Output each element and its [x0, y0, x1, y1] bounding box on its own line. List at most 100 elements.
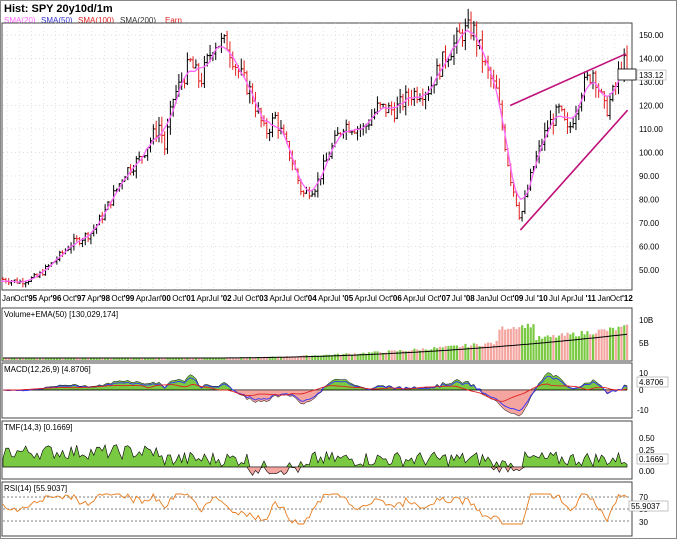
time-tick-label: Apr: [269, 294, 282, 303]
volume-bar: [197, 358, 200, 360]
volume-bar: [487, 342, 490, 360]
price-tick-label: 60.00: [639, 243, 660, 252]
volume-bar: [484, 343, 487, 360]
volume-bar: [407, 350, 410, 360]
volume-bar: [4, 358, 8, 360]
volume-bar: [563, 335, 566, 360]
time-tick-label: Jul: [415, 294, 425, 303]
time-tick-label: Oct: [245, 294, 258, 303]
volume-bar: [365, 353, 368, 360]
volume-bar: [543, 336, 546, 360]
trendline: [509, 53, 627, 107]
volume-bar: [626, 324, 629, 360]
volume-bar: [7, 358, 10, 360]
rsi-tick-70: 70: [639, 493, 648, 502]
volume-bar: [450, 345, 453, 360]
volume-bar: [16, 358, 19, 360]
price-axis: 150.00 140.00 130.00 120.00 110.00 100.00 90.0…: [639, 31, 664, 275]
volume-bar: [288, 356, 291, 360]
volume-bar: [526, 323, 529, 360]
volume-bar: [424, 349, 427, 360]
volume-bar: [305, 355, 308, 360]
legend-sma100: SMA(100): [78, 16, 114, 25]
volume-bar: [444, 345, 447, 360]
volume-bar: [257, 357, 260, 360]
volume-bar: [36, 358, 39, 360]
volume-bar: [331, 355, 334, 360]
volume-bar: [61, 358, 64, 360]
price-tick-label: 150.00: [639, 31, 664, 40]
volume-bar: [209, 357, 212, 360]
rsi-panel-label: RSI(14) [55.9037]: [4, 484, 67, 493]
volume-bar: [577, 336, 581, 360]
volume-bar: [589, 334, 592, 360]
volume-bar: [384, 352, 388, 360]
volume-bar: [319, 355, 322, 360]
volume-bar: [342, 353, 345, 360]
rsi-tick-30: 30: [639, 518, 648, 527]
volume-bar: [421, 348, 425, 360]
volume-bar: [441, 347, 444, 360]
volume-bar: [58, 358, 61, 360]
volume-bar: [367, 352, 371, 360]
volume-bar: [509, 328, 512, 360]
volume-bar: [481, 346, 484, 360]
volume-bar: [401, 350, 405, 360]
time-tick-label: '04: [306, 294, 317, 303]
price-tick-label: 100.00: [639, 149, 664, 158]
volume-bar: [609, 327, 612, 360]
price-tick-label: 130.00: [639, 78, 664, 87]
macd-panel: MACD(12,26,9) [4.8706] 10 0 -10 4.8706: [1, 362, 669, 419]
volume-bar: [33, 358, 36, 360]
time-tick-label: Oct: [63, 294, 76, 303]
price-tick-label: 50.00: [639, 266, 660, 275]
volume-bar: [489, 342, 493, 360]
time-tick-label: Apr: [561, 294, 574, 303]
volume-bar: [574, 336, 578, 360]
legend-sma50: SMA(50): [41, 16, 73, 25]
volume-bar: [38, 358, 42, 360]
time-tick-label: Jul: [330, 294, 340, 303]
volume-bar: [308, 356, 311, 360]
time-tick-label: Jul: [573, 294, 583, 303]
volume-bar: [382, 352, 385, 360]
volume-bar: [234, 357, 237, 360]
volume-bar: [243, 357, 246, 360]
volume-bar: [600, 329, 603, 360]
volume-bar: [160, 358, 164, 360]
volume-bar: [268, 356, 271, 360]
volume-bar: [478, 346, 481, 360]
time-tick-label: Jul: [233, 294, 243, 303]
volume-bar: [296, 356, 300, 360]
time-tick-label: '97: [75, 294, 86, 303]
volume-bar: [316, 355, 320, 360]
volume-panel-label: Volume+EMA(50) [130,029,174]: [4, 310, 118, 319]
volume-bar: [126, 358, 130, 360]
volume-bar: [379, 352, 382, 360]
volume-bar: [611, 327, 615, 360]
volume-bar: [418, 350, 422, 360]
volume-bar: [387, 350, 390, 360]
volume-bar: [560, 333, 563, 360]
volume-bar: [260, 357, 263, 360]
price-tick-label: 70.00: [639, 219, 660, 228]
volume-bar: [475, 344, 478, 360]
volume-bar: [413, 348, 416, 360]
time-tick-label: Jul: [209, 294, 219, 303]
price-tick-label: 120.00: [639, 102, 664, 111]
volume-bar: [70, 358, 73, 360]
volume-bar: [248, 357, 251, 360]
volume-bar: [172, 358, 175, 360]
volume-bar: [78, 358, 81, 360]
volume-bar: [299, 355, 303, 360]
time-tick-label: Jul: [525, 294, 535, 303]
price-tick-label: 90.00: [639, 172, 660, 181]
volume-bar: [123, 358, 127, 360]
time-tick-label: '96: [51, 294, 62, 303]
volume-bar: [311, 355, 314, 360]
volume-bar: [339, 355, 342, 360]
tmf-tick-050: 0.50: [639, 434, 655, 443]
time-tick-label: '12: [622, 294, 633, 303]
sma20-line: [1, 29, 621, 283]
